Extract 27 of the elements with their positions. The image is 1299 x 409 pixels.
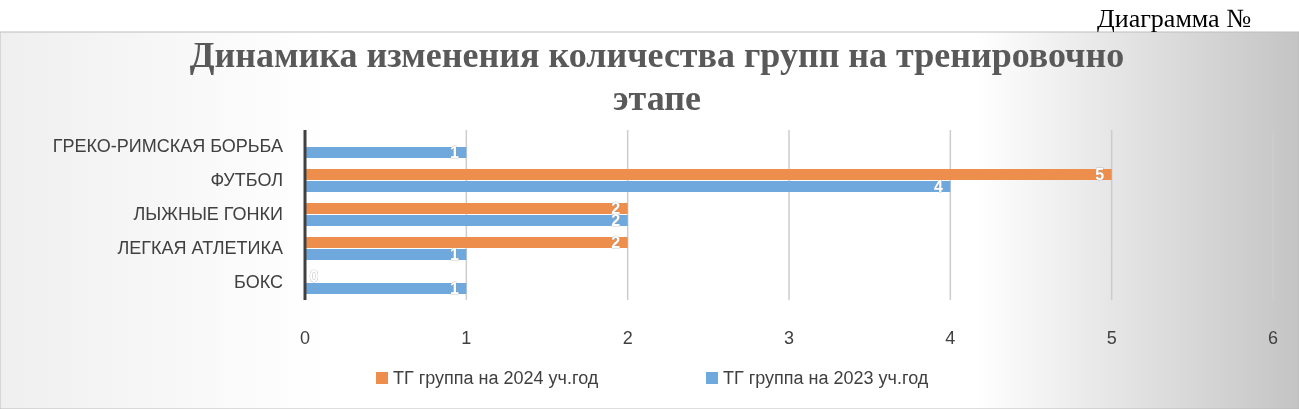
x-tick-label: 2: [622, 328, 633, 348]
data-label: 5: [1095, 166, 1105, 184]
x-tick-label: 5: [1106, 328, 1117, 348]
bar: [305, 283, 467, 294]
legend-label: ТГ группа на 2024 уч.год: [393, 367, 599, 388]
y-tick-label: ГРЕКО-РИМСКАЯ БОРЬБА: [52, 135, 283, 156]
y-tick-label: БОКС: [234, 271, 283, 292]
legend-label: ТГ группа на 2023 уч.год: [723, 367, 929, 388]
bar: [305, 215, 628, 226]
y-tick-label: ЛЫЖНЫЕ ГОНКИ: [133, 203, 283, 224]
bar: [305, 147, 467, 158]
x-tick-label: 0: [299, 328, 311, 348]
x-tick-label: 3: [783, 328, 795, 348]
x-tick-label: 1: [461, 328, 472, 348]
data-label: 4: [933, 178, 943, 196]
y-tick-label: ЛЕГКАЯ АТЛЕТИКА: [117, 237, 283, 258]
bar: [305, 249, 467, 260]
data-label: 2: [611, 234, 621, 252]
bar: [305, 169, 1112, 180]
bar: [305, 237, 628, 248]
text: Диаграмма №: [1097, 4, 1251, 33]
y-tick-label: ФУТБОЛ: [210, 169, 283, 190]
x-tick-label: 6: [1267, 328, 1279, 348]
bar: [305, 181, 951, 192]
chart-title: Динамика изменения количества групп на тренировочно этапе: [189, 35, 1125, 118]
x-tick-label: 4: [945, 328, 956, 348]
bar: [305, 203, 628, 214]
